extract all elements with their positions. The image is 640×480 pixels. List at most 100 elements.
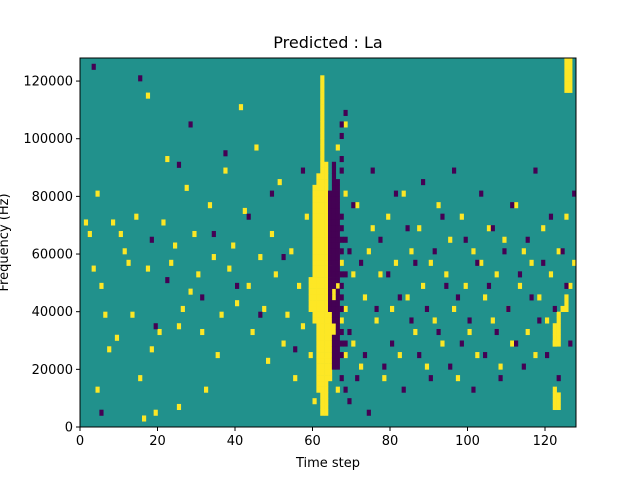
heatmap-cell-high — [316, 317, 321, 324]
heatmap-cell-low — [359, 259, 364, 266]
heatmap-cell-low — [572, 190, 577, 197]
x-tick-label: 0 — [76, 434, 84, 449]
heatmap-cell-high — [312, 242, 317, 249]
heatmap-cell-high — [320, 225, 325, 232]
heatmap-cell-high — [324, 403, 329, 411]
heatmap-cell-high — [316, 184, 321, 191]
heatmap-cell-high — [200, 328, 205, 336]
heatmap-cell-high — [324, 317, 329, 324]
heatmap-cell-high — [316, 254, 321, 261]
heatmap-cell-low — [328, 248, 333, 255]
high-cells — [83, 58, 577, 422]
heatmap-cell-low — [339, 271, 344, 278]
heatmap-cell-low — [335, 219, 340, 226]
heatmap-cell-low — [328, 242, 333, 249]
heatmap-cell-high — [254, 144, 259, 151]
heatmap-cell-low — [421, 179, 426, 186]
y-tick-label: 60000 — [32, 248, 73, 263]
heatmap-cell-high — [312, 259, 317, 266]
heatmap-cell-high — [556, 334, 561, 341]
heatmap-cell-low — [374, 305, 379, 312]
heatmap-cell-high — [397, 352, 402, 359]
heatmap-cell-high — [320, 363, 325, 370]
heatmap-cell-high — [320, 127, 325, 134]
heatmap-cell-low — [335, 248, 340, 255]
heatmap-cell-low — [335, 323, 340, 330]
heatmap-cell-low — [335, 213, 340, 220]
heatmap-cell-high — [362, 294, 368, 301]
heatmap-cell-high — [320, 207, 325, 214]
heatmap-cell-low — [335, 300, 340, 307]
heatmap-cell-high — [320, 317, 325, 324]
heatmap-cell-low — [269, 190, 275, 197]
heatmap-cell-high — [316, 248, 321, 255]
heatmap-cell-high — [320, 156, 325, 163]
heatmap-cell-high — [176, 403, 182, 411]
heatmap-cell-high — [273, 271, 278, 278]
heatmap-cell-low — [328, 271, 333, 278]
heatmap-cell-high — [545, 317, 550, 324]
heatmap-cell-low — [339, 213, 344, 220]
heatmap-cell-high — [564, 86, 569, 93]
heatmap-cell-high — [312, 271, 317, 278]
heatmap-cell-low — [331, 248, 337, 255]
x-tick-label: 20 — [149, 434, 166, 449]
heatmap-cell-high — [118, 230, 123, 238]
heatmap-cell-high — [320, 109, 325, 116]
heatmap-cell-low — [339, 305, 344, 312]
heatmap-cell-high — [91, 265, 96, 272]
heatmap-cell-low — [99, 409, 104, 416]
heatmap-cell-high — [498, 363, 503, 370]
heatmap-cell-low — [506, 305, 511, 312]
heatmap-cell-low — [153, 323, 158, 330]
heatmap-cell-high — [328, 363, 333, 370]
heatmap-cell-high — [510, 340, 515, 347]
heatmap-cell-low — [335, 277, 340, 284]
heatmap-cell-high — [316, 363, 321, 370]
heatmap-cell-low — [347, 248, 352, 255]
heatmap-cell-high — [320, 219, 325, 226]
heatmap-cell-high — [331, 288, 337, 295]
heatmap-cell-high — [533, 352, 538, 359]
heatmap-cell-low — [436, 328, 441, 336]
heatmap-cell-low — [339, 340, 344, 347]
heatmap-cell-low — [331, 173, 337, 180]
heatmap-cell-high — [211, 254, 216, 261]
heatmap-cell-high — [207, 202, 213, 209]
heatmap-cell-low — [428, 375, 433, 382]
heatmap-cell-low — [335, 305, 340, 312]
heatmap-cell-high — [417, 225, 422, 232]
heatmap-cell-high — [122, 248, 127, 255]
heatmap-cell-low — [176, 161, 182, 168]
heatmap-cell-low — [328, 305, 333, 312]
heatmap-cell-low — [328, 225, 333, 232]
heatmap-cell-high — [339, 259, 344, 266]
heatmap-cell-high — [308, 300, 313, 307]
heatmap-cell-high — [320, 230, 325, 238]
heatmap-cell-low — [525, 236, 530, 243]
heatmap-cell-high — [572, 259, 577, 266]
heatmap-cell-low — [331, 179, 337, 186]
heatmap-cell-high — [393, 259, 399, 266]
heatmap-cell-high — [552, 386, 557, 393]
heatmap-cell-low — [335, 202, 340, 209]
heatmap-cell-high — [316, 202, 321, 209]
heatmap-cell-high — [424, 363, 430, 370]
heatmap-cell-high — [339, 317, 344, 324]
heatmap-cell-high — [320, 259, 325, 266]
heatmap-cell-low — [386, 271, 391, 278]
heatmap-cell-high — [312, 225, 317, 232]
y-tick-label: 120000 — [23, 75, 73, 90]
heatmap-cell-high — [324, 357, 329, 364]
heatmap-cell-high — [316, 277, 321, 284]
heatmap-cell-high — [250, 328, 255, 336]
heatmap-cell-high — [320, 132, 325, 140]
heatmap-cell-high — [320, 196, 325, 203]
heatmap-cell-high — [564, 294, 569, 301]
heatmap-cell-low — [300, 167, 306, 174]
heatmap-cell-high — [324, 254, 329, 261]
heatmap-cell-high — [328, 357, 333, 364]
heatmap-cell-low — [335, 334, 340, 341]
heatmap-cell-low — [382, 363, 387, 370]
heatmap-cell-high — [328, 328, 333, 336]
